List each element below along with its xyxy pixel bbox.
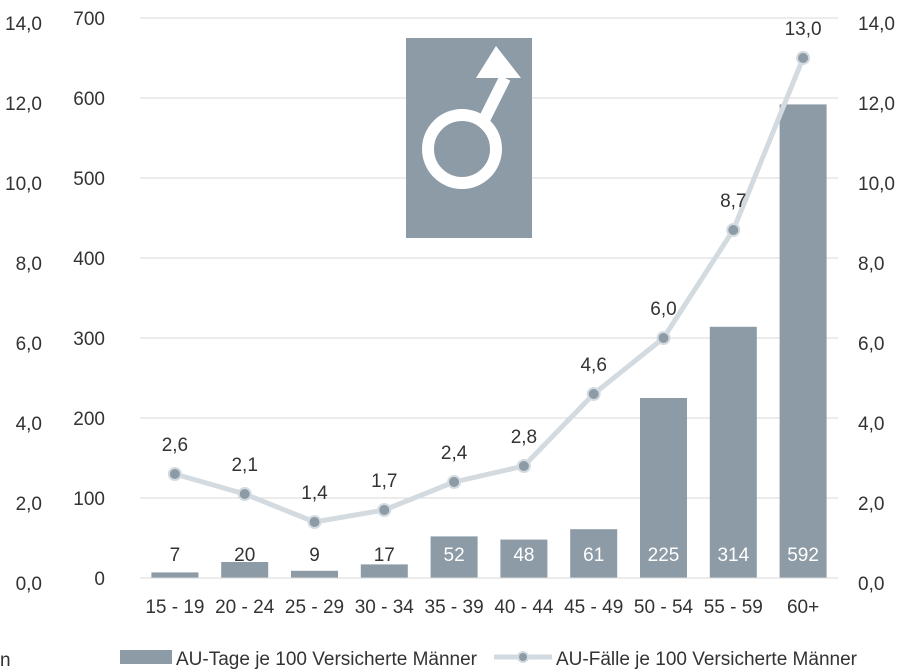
bar	[361, 564, 408, 578]
line-value-label: 2,4	[441, 443, 468, 464]
x-tick-label: 45 - 49	[564, 597, 623, 618]
y-right-tick-label: 12,0	[858, 94, 895, 115]
y-outer-tick-label: 0,0	[16, 574, 42, 595]
line-value-label: 6,0	[650, 299, 676, 320]
y-outer-tick-label: 12,0	[5, 94, 42, 115]
bar-value-label: 20	[234, 545, 255, 566]
x-tick-label: 35 - 39	[425, 597, 484, 618]
footnote: n	[0, 650, 11, 669]
bar-value-label: 52	[444, 545, 465, 566]
bar	[291, 571, 338, 578]
x-tick-label: 55 - 59	[704, 597, 763, 618]
y-right-tick-label: 6,0	[858, 334, 884, 355]
y-left-tick-label: 400	[73, 249, 105, 270]
line-point	[169, 468, 181, 480]
y-right-tick-label: 2,0	[858, 494, 884, 515]
x-tick-label: 40 - 44	[494, 597, 554, 618]
line-value-label: 1,4	[301, 483, 328, 504]
bar-value-label: 17	[374, 545, 395, 566]
x-tick-label: 15 - 19	[145, 597, 204, 618]
x-tick-label: 50 - 54	[634, 597, 694, 618]
y-outer-tick-label: 14,0	[5, 14, 42, 35]
bar-value-label: 48	[513, 545, 534, 566]
bar-value-label: 7	[170, 545, 181, 566]
y-outer-tick-label: 10,0	[5, 174, 42, 195]
male-symbol-icon	[406, 38, 532, 238]
bar	[780, 104, 827, 578]
y-outer-tick-label: 4,0	[16, 414, 42, 435]
y-left-tick-label: 700	[73, 9, 105, 30]
x-tick-label: 20 - 24	[215, 597, 275, 618]
line-point	[378, 504, 390, 516]
line-point	[797, 52, 809, 64]
line-point	[588, 388, 600, 400]
x-tick-label: 60+	[787, 597, 819, 618]
bar-value-label: 9	[309, 545, 320, 566]
y-left-tick-label: 0	[94, 569, 105, 590]
line-point	[658, 332, 670, 344]
y-left-tick-label: 500	[73, 169, 105, 190]
bar	[151, 572, 198, 578]
line-value-label: 8,7	[720, 191, 746, 212]
line-point	[727, 224, 739, 236]
bar	[710, 327, 757, 578]
y-outer-tick-label: 2,0	[16, 494, 42, 515]
y-right-tick-label: 8,0	[858, 254, 884, 275]
y-right-tick-label: 0,0	[858, 574, 884, 595]
line-value-label: 2,1	[231, 455, 257, 476]
line-point	[518, 460, 530, 472]
y-left-tick-label: 100	[73, 489, 105, 510]
line-point	[309, 516, 321, 528]
y-left-tick-label: 600	[73, 89, 105, 110]
y-outer-tick-label: 8,0	[16, 254, 42, 275]
line-value-label: 13,0	[785, 19, 822, 40]
legend-bar-swatch	[120, 650, 172, 664]
line-value-label: 2,6	[162, 435, 188, 456]
y-right-tick-label: 4,0	[858, 414, 884, 435]
line-value-label: 2,8	[511, 427, 537, 448]
y-left-tick-label: 300	[73, 329, 105, 350]
bar-value-label: 592	[787, 545, 819, 566]
x-tick-label: 25 - 29	[285, 597, 344, 618]
line-point	[448, 476, 460, 488]
bar-value-label: 225	[648, 545, 680, 566]
legend-bar-label: AU-Tage je 100 Versicherte Männer	[176, 649, 478, 669]
y-left-tick-label: 200	[73, 409, 105, 430]
y-outer-tick-label: 6,0	[16, 334, 42, 355]
bar-value-label: 314	[717, 545, 749, 566]
y-right-tick-label: 10,0	[858, 174, 895, 195]
legend: AU-Tage je 100 Versicherte Männer AU-Fäl…	[120, 649, 858, 669]
x-tick-label: 30 - 34	[355, 597, 415, 618]
legend-line-marker	[518, 652, 528, 662]
legend-line-label: AU-Fälle je 100 Versicherte Männer	[556, 649, 858, 669]
line-value-label: 4,6	[580, 355, 606, 376]
bar-value-label: 61	[583, 545, 604, 566]
line-point	[239, 488, 251, 500]
y-right-tick-label: 14,0	[858, 14, 895, 35]
line-value-label: 1,7	[371, 471, 397, 492]
